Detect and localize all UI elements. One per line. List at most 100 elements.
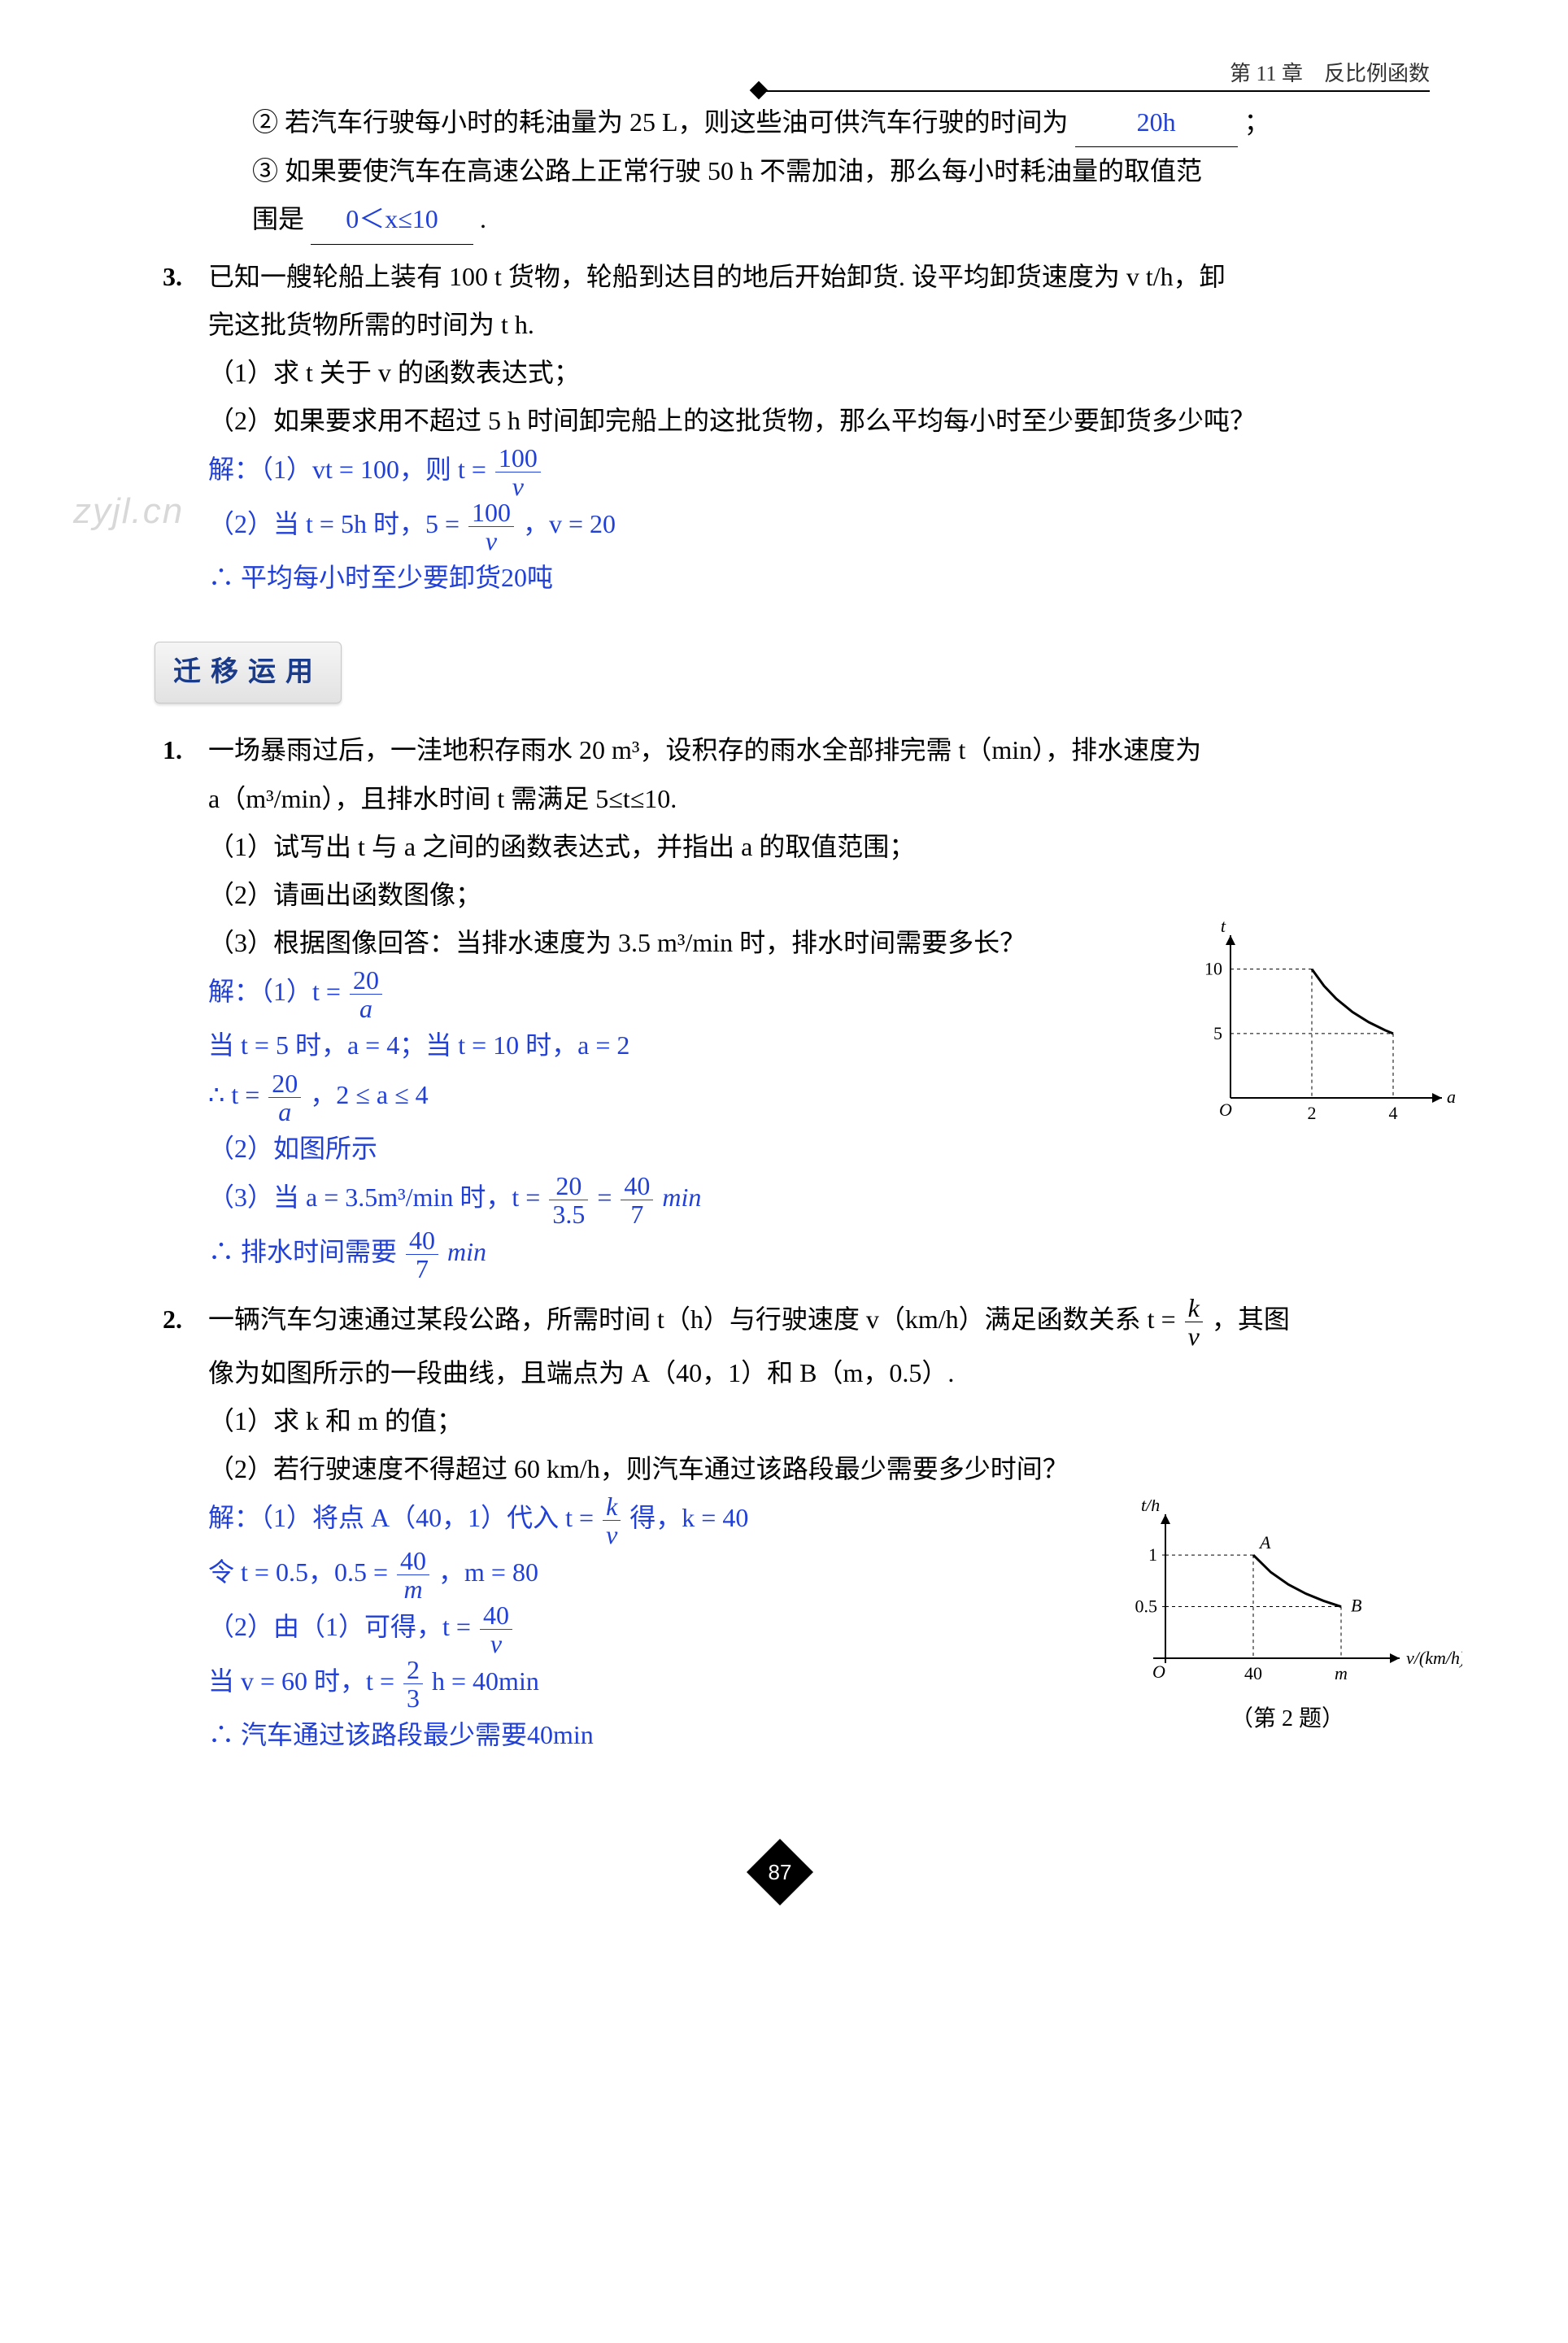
graph-2: t/h v/(km/h) O 0.5 1 40 m A B （第 2 题）	[1113, 1500, 1462, 1740]
chapter-header: 第 11 章 反比例函数	[98, 57, 1462, 92]
answer: 令 t = 0.5，0.5 = 40m ，m = 80	[163, 1548, 1113, 1602]
svg-text:v/(km/h): v/(km/h)	[1406, 1648, 1462, 1668]
text: ，m = 80	[438, 1557, 538, 1587]
sub-q: （1）求 k 和 m 的值；	[163, 1397, 1462, 1445]
diamond-icon: 87	[747, 1839, 813, 1905]
text: 解：（1）vt = 100，则 t =	[208, 455, 486, 484]
sub-q: （3）根据图像回答：当排水速度为 3.5 m³/min 时，排水时间需要多长？	[163, 919, 1186, 967]
text: a（m³/min），且排水时间 t 需满足 5≤t≤10.	[163, 775, 1462, 823]
fraction: 407	[618, 1173, 656, 1227]
graph-1: t a O 5 10 2 4	[1186, 919, 1462, 1130]
svg-text:O: O	[1152, 1661, 1165, 1682]
text: （2）由（1）可得，t =	[208, 1612, 471, 1641]
watermark: zyjl.cn	[73, 478, 184, 544]
fraction: 100v	[493, 445, 543, 499]
fraction: kv	[1183, 1295, 1205, 1349]
text: h = 40min	[432, 1666, 539, 1696]
text: ，v = 20	[523, 509, 616, 538]
svg-text:40: 40	[1244, 1663, 1262, 1683]
text: 一场暴雨过后，一洼地积存雨水 20 m³，设积存的雨水全部排完需 t（min），…	[208, 735, 1201, 764]
answer: 解：（1）vt = 100，则 t = 100v	[163, 445, 1462, 499]
diamond-icon	[750, 81, 769, 100]
content: ② 若汽车行驶每小时的耗油量为 25 L，则这些油可供汽车行驶的时间为 20h …	[98, 98, 1462, 1759]
section-title: 迁移运用	[173, 657, 323, 687]
page-number-container: 87	[98, 1849, 1462, 1900]
text: 解：（1）t =	[208, 977, 341, 1006]
fraction: 40v	[477, 1602, 515, 1657]
svg-text:4: 4	[1389, 1103, 1398, 1123]
answer: ∴ 汽车通过该路段最少需要40min	[163, 1711, 1113, 1759]
answer: ∴ 平均每小时至少要卸货20吨	[163, 554, 1462, 602]
fraction: 20a	[347, 967, 385, 1021]
fraction: 23	[401, 1657, 425, 1711]
sub-q: （2）请画出函数图像；	[163, 871, 1462, 919]
answer: 当 v = 60 时，t = 23 h = 40min	[163, 1657, 1113, 1711]
answer-col: 解：（1）将点 A（40，1）代入 t = kv 得，k = 40 令 t = …	[163, 1493, 1113, 1759]
header-rule	[764, 90, 1430, 92]
text: ，其图	[1212, 1304, 1290, 1334]
fraction: 100v	[466, 499, 516, 554]
answer: （2）如图所示	[163, 1125, 1186, 1173]
text: ，2 ≤ a ≤ 4	[310, 1079, 428, 1108]
page-number: 87	[756, 1849, 804, 1896]
svg-text:t/h: t/h	[1141, 1500, 1160, 1515]
fraction: 407	[403, 1227, 441, 1282]
sub-q: （2）若行驶速度不得超过 60 km/h，则汽车通过该路段最少需要多少时间？	[163, 1445, 1462, 1493]
figure-caption: （第 2 题）	[1113, 1698, 1462, 1740]
text: min	[662, 1182, 701, 1212]
answer: 当 t = 5 时，a = 4；当 t = 10 时，a = 2	[163, 1021, 1186, 1069]
answer: ∴ 排水时间需要 407 min	[163, 1227, 1462, 1282]
text: ③ 如果要使汽车在高速公路上正常行驶 50 h 不需加油，那么每小时耗油量的取值…	[252, 156, 1202, 185]
chart-svg: t/h v/(km/h) O 0.5 1 40 m A B	[1113, 1500, 1462, 1695]
text: （2）当 t = 5h 时，5 =	[208, 509, 460, 538]
svg-text:B: B	[1351, 1596, 1361, 1616]
fraction: 40m	[394, 1548, 432, 1602]
answer-blank: 20h	[1075, 98, 1238, 147]
carry-3b: 围是 0＜x≤10 .	[163, 195, 1462, 244]
q-number: 2.	[163, 1296, 202, 1344]
section-heading: 迁移运用	[155, 642, 342, 704]
svg-text:10: 10	[1204, 959, 1222, 979]
page: 第 11 章 反比例函数 ② 若汽车行驶每小时的耗油量为 25 L，则这些油可供…	[0, 0, 1568, 2343]
text: =	[597, 1182, 612, 1212]
answer: 解：（1）将点 A（40，1）代入 t = kv 得，k = 40	[163, 1493, 1113, 1548]
sub-q: （1）求 t 关于 v 的函数表达式；	[163, 349, 1462, 397]
text: 像为如图所示的一段曲线，且端点为 A（40，1）和 B（m，0.5）.	[163, 1349, 1462, 1397]
svg-text:0.5: 0.5	[1135, 1596, 1158, 1617]
fraction: kv	[600, 1493, 623, 1548]
answer: 解：（1）t = 20a	[163, 967, 1186, 1021]
text: 围是	[252, 204, 304, 233]
sub-q: （2）如果要求用不超过 5 h 时间卸完船上的这批货物，那么平均每小时至少要卸货…	[163, 397, 1462, 445]
fraction: 203.5	[547, 1173, 590, 1227]
text: 当 v = 60 时，t =	[208, 1666, 394, 1696]
svg-text:5: 5	[1213, 1023, 1222, 1043]
svg-text:A: A	[1258, 1532, 1271, 1553]
svg-text:O: O	[1219, 1100, 1232, 1120]
answer-blank: 0＜x≤10	[311, 195, 473, 244]
svg-text:a: a	[1447, 1087, 1456, 1107]
text: （3）当 a = 3.5m³/min 时，t =	[208, 1182, 540, 1212]
svg-text:2: 2	[1308, 1103, 1317, 1123]
q-number: 3.	[163, 253, 202, 301]
text: min	[447, 1237, 486, 1266]
svg-text:1: 1	[1148, 1544, 1157, 1565]
text: .	[480, 204, 486, 233]
chapter-title: 第 11 章 反比例函数	[1230, 62, 1430, 85]
answer-col: （3）根据图像回答：当排水速度为 3.5 m³/min 时，排水时间需要多长？ …	[163, 919, 1186, 1173]
text: 完这批货物所需的时间为 t h.	[163, 301, 1462, 349]
row-with-graph: 解：（1）将点 A（40，1）代入 t = kv 得，k = 40 令 t = …	[163, 1493, 1462, 1759]
row-with-graph: （3）根据图像回答：当排水速度为 3.5 m³/min 时，排水时间需要多长？ …	[163, 919, 1462, 1173]
svg-text:t: t	[1221, 919, 1226, 936]
fraction: 20a	[266, 1070, 303, 1125]
question-t2: 2. 一辆汽车匀速通过某段公路，所需时间 t（h）与行驶速度 v（km/h）满足…	[163, 1295, 1462, 1760]
text: 令 t = 0.5，0.5 =	[208, 1557, 388, 1587]
answer: （3）当 a = 3.5m³/min 时，t = 203.5 = 407 min	[163, 1173, 1462, 1227]
sub-q: （1）试写出 t 与 a 之间的函数表达式，并指出 a 的取值范围；	[163, 823, 1462, 871]
answer: ∴ t = 20a ，2 ≤ a ≤ 4	[163, 1070, 1186, 1125]
text: ∴ t =	[208, 1079, 259, 1108]
text: 已知一艘轮船上装有 100 t 货物，轮船到达目的地后开始卸货. 设平均卸货速度…	[208, 262, 1226, 291]
text: ② 若汽车行驶每小时的耗油量为 25 L，则这些油可供汽车行驶的时间为	[252, 98, 1069, 146]
text: 解：（1）将点 A（40，1）代入 t =	[208, 1503, 594, 1532]
svg-text:m: m	[1335, 1663, 1348, 1683]
question-t1: 1. 一场暴雨过后，一洼地积存雨水 20 m³，设积存的雨水全部排完需 t（mi…	[163, 726, 1462, 1281]
